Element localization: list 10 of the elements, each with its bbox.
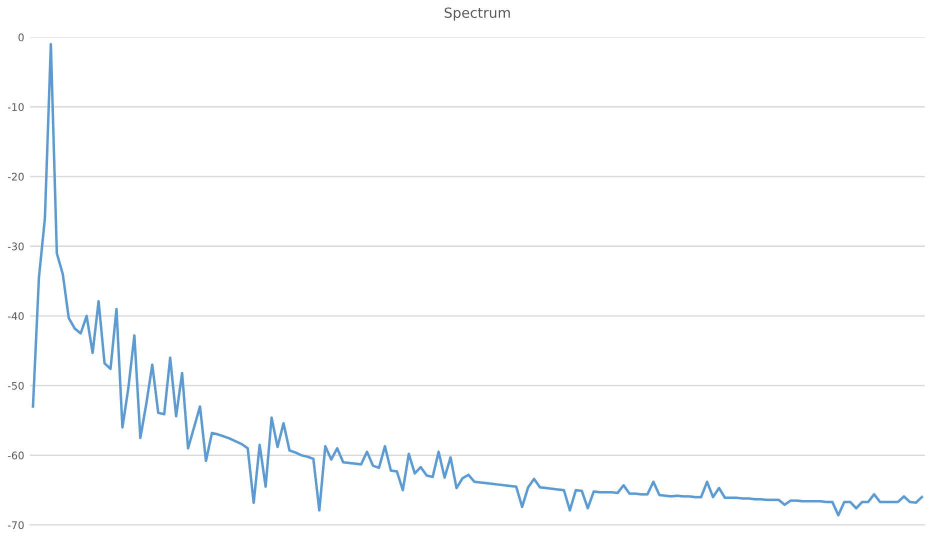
y-tick-label: -10 [8, 103, 24, 111]
chart-title: Spectrum [444, 7, 510, 21]
y-tick-label: -70 [8, 521, 24, 530]
y-tick-label: -50 [8, 382, 24, 390]
y-tick-label: -20 [8, 172, 24, 181]
y-tick-label: -60 [8, 452, 24, 460]
y-tick-label: -30 [8, 242, 24, 250]
line-series [32, 42, 924, 516]
y-tick-label: -40 [8, 312, 24, 320]
y-tick-label: 0 [18, 33, 24, 42]
